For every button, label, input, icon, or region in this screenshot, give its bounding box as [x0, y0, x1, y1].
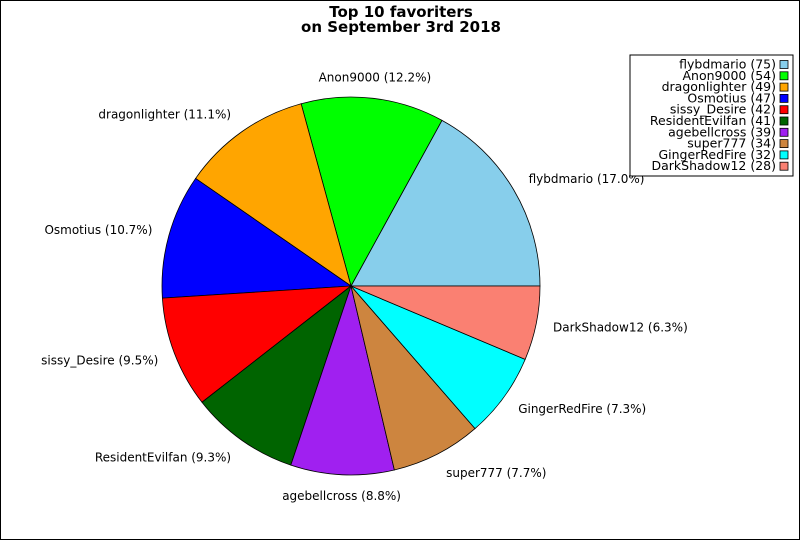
legend-label-flybdmario: flybdmario (75)	[679, 57, 776, 72]
pie-slice-dragonlighter	[195, 103, 352, 287]
legend-label-super777: super777 (34)	[687, 136, 776, 151]
legend-swatch-dragonlighter	[779, 82, 789, 92]
legend-swatch-residentevilfan	[779, 116, 789, 126]
pie-slice-sissy-desire	[161, 285, 353, 403]
legend-swatch-gingerredfire	[779, 150, 789, 160]
slice-labels: flybdmario (17.0%) Anon9000 (12.2%) dragon…	[41, 70, 688, 502]
slice-label-dragonlighter: dragonlighter (11.1%)	[98, 108, 231, 122]
slice-label-sissy-desire: sissy_Desire (9.5%)	[41, 354, 158, 368]
legend-label-dragonlighter: dragonlighter (49)	[662, 79, 776, 94]
legend-swatch-super777	[779, 139, 789, 149]
slice-label-osmotius: Osmotius (10.7%)	[44, 223, 152, 237]
legend-label-anon9000: Anon9000 (54)	[683, 68, 777, 83]
pie-slice-agebellcross	[290, 284, 395, 476]
legend-swatch-flybdmario	[779, 60, 789, 69]
pie-slice-flybdmario	[350, 119, 541, 287]
pie-slice-osmotius	[161, 177, 353, 299]
chart-title-line-1: Top 10 favoriters	[329, 3, 473, 21]
legend-label-sissy-desire: sissy_Desire (42)	[670, 102, 776, 117]
legend-label-agebellcross: agebellcross (39)	[668, 124, 776, 139]
pie-slices	[161, 96, 541, 476]
legend-swatch-anon9000	[779, 71, 789, 81]
pie-slice-darkshadow12	[350, 285, 541, 360]
legend-swatch-sissy-desire	[779, 105, 789, 115]
slice-label-darkshadow12: DarkShadow12 (6.3%)	[553, 321, 688, 335]
pie-slice-residentevilfan	[201, 284, 352, 466]
legend-swatch-osmotius	[779, 94, 789, 103]
legend: flybdmario (75)Anon9000 (54)dragonlighte…	[629, 54, 794, 177]
legend-label-gingerredfire: GingerRedFire (32)	[658, 147, 776, 162]
pie-slice-anon9000	[300, 96, 443, 288]
legend-label-osmotius: Osmotius (47)	[687, 90, 776, 105]
legend-box	[629, 54, 794, 177]
legend-swatch-darkshadow12	[779, 161, 789, 171]
slice-label-residentevilfan: ResidentEvilfan (9.3%)	[95, 450, 231, 464]
slice-label-agebellcross: agebellcross (8.8%)	[282, 489, 401, 503]
slice-label-flybdmario: flybdmario (17.0%)	[529, 172, 645, 186]
legend-label-darkshadow12: DarkShadow12 (28)	[651, 158, 776, 173]
slice-label-super777: super777 (7.7%)	[446, 466, 546, 480]
legend-swatch-agebellcross	[779, 127, 789, 137]
slice-label-anon9000: Anon9000 (12.2%)	[319, 70, 432, 84]
chart-title-line-2: on September 3rd 2018	[301, 18, 501, 36]
legend-label-residentevilfan: ResidentEvilfan (41)	[650, 113, 776, 128]
slice-label-gingerredfire: GingerRedFire (7.3%)	[518, 402, 646, 416]
